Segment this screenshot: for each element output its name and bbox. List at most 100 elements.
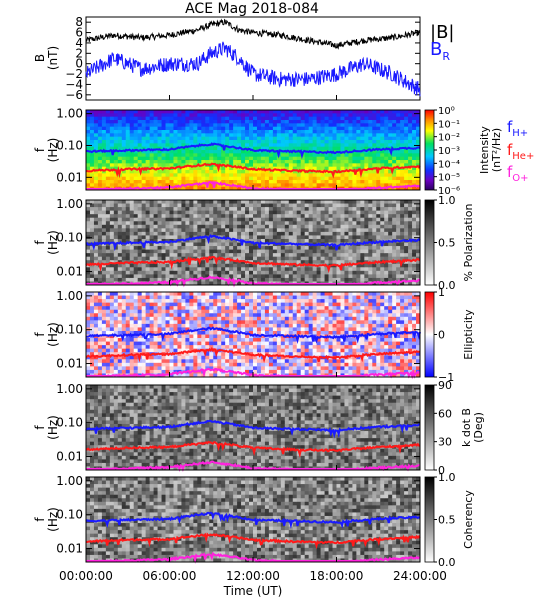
heatmap-cell (165, 214, 170, 219)
heatmap-cell (280, 267, 286, 272)
heatmap-cell (125, 170, 131, 174)
heatmap-cell (86, 362, 91, 367)
heatmap-cell (97, 256, 103, 261)
heatmap-cell (272, 113, 278, 118)
heatmap-cell (241, 221, 246, 226)
heatmap-cell (264, 249, 270, 254)
heatmap-cell (125, 306, 131, 311)
heatmap-cell (133, 210, 139, 215)
heatmap-cell (197, 373, 202, 378)
heatmap-cell (408, 133, 413, 138)
heatmap-cell (121, 120, 127, 124)
heatmap-cell (93, 156, 99, 161)
heatmap-cell (296, 166, 302, 171)
heatmap-cell (209, 140, 214, 144)
heatmap-cell (229, 180, 234, 184)
heatmap-cell (161, 299, 166, 304)
heatmap-cell (197, 246, 202, 250)
heatmap-cell (185, 299, 190, 304)
heatmap-cell (348, 203, 353, 208)
heatmap-cell (101, 345, 107, 350)
heatmap-cell (217, 323, 222, 328)
heatmap-cell (229, 130, 234, 134)
heatmap-cell (272, 116, 278, 121)
heatmap-cell (396, 256, 401, 261)
heatmap-cell (193, 323, 198, 328)
heatmap-cell (161, 366, 166, 371)
heatmap-cell (288, 260, 294, 265)
heatmap-cell (308, 277, 314, 282)
heatmap-cell (316, 277, 321, 282)
heatmap-cell (133, 235, 139, 240)
heatmap-cell (348, 170, 353, 174)
heatmap-cell (137, 210, 143, 215)
heatmap-cell (133, 180, 139, 184)
heatmap-cell (416, 176, 421, 181)
heatmap-cell (125, 235, 131, 240)
heatmap-cell (304, 249, 310, 254)
heatmap-cell (153, 362, 158, 367)
heatmap-cell (284, 270, 290, 275)
heatmap-cell (316, 140, 321, 144)
heatmap-cell (233, 207, 238, 212)
heatmap-cell (133, 163, 139, 168)
heatmap-cell (312, 130, 318, 134)
heatmap-cell (241, 217, 246, 222)
heatmap-cell (372, 113, 377, 118)
heatmap-cell (157, 338, 162, 342)
heatmap-cell (392, 224, 397, 229)
heatmap-cell (264, 153, 270, 158)
heatmap-cell (173, 277, 178, 282)
heatmap-cell (336, 160, 341, 164)
heatmap-cell (93, 221, 99, 226)
heatmap-cell (169, 153, 174, 158)
heatmap-cell (141, 214, 147, 219)
heatmap-cell (352, 274, 357, 279)
heatmap-cell (336, 249, 341, 254)
heatmap-cell (185, 345, 190, 350)
heatmap-cell (93, 180, 99, 184)
heatmap-cell (388, 133, 393, 138)
heatmap-cell (205, 341, 210, 346)
heatmap-cell (292, 156, 298, 161)
heatmap-cell (364, 183, 369, 188)
heatmap-cell (376, 113, 381, 118)
heatmap-cell (245, 126, 250, 131)
heatmap-cell (157, 173, 162, 178)
heatmap-cell (256, 140, 262, 144)
heatmap-cell (408, 180, 413, 184)
heatmap-cell (264, 183, 270, 188)
heatmap-cell (153, 163, 158, 168)
heatmap-cell (344, 180, 349, 184)
heatmap-cell (189, 163, 194, 168)
heatmap-cell (280, 176, 286, 181)
heatmap-cell (237, 246, 242, 250)
heatmap-cell (253, 235, 258, 240)
heatmap-cell (253, 136, 258, 141)
f-tick-label: 0.01 (56, 170, 83, 184)
heatmap-cell (272, 173, 278, 178)
heatmap-cell (93, 366, 99, 371)
colorbar-tick-label: 10⁻¹ (438, 119, 460, 130)
heatmap-cell (153, 221, 158, 226)
heatmap-cell (408, 249, 413, 254)
heatmap-cell (101, 160, 107, 164)
heatmap-cell (145, 270, 151, 275)
heatmap-cell (300, 143, 306, 148)
heatmap-cell (153, 207, 158, 212)
heatmap-cell (181, 224, 186, 229)
heatmap-cell (165, 120, 170, 124)
heatmap-cell (133, 224, 139, 229)
heatmap-cell (105, 160, 111, 164)
heatmap-cell (296, 277, 302, 282)
heatmap-cell (249, 133, 254, 138)
heatmap-cell (93, 110, 99, 114)
heatmap-cell (376, 253, 381, 258)
heatmap-cell (328, 238, 333, 243)
heatmap-cell (300, 207, 306, 212)
heatmap-cell (197, 306, 202, 311)
heatmap-cell (201, 309, 206, 314)
heatmap-cell (340, 116, 345, 121)
heatmap-cell (304, 238, 310, 243)
heatmap-cell (169, 110, 174, 114)
